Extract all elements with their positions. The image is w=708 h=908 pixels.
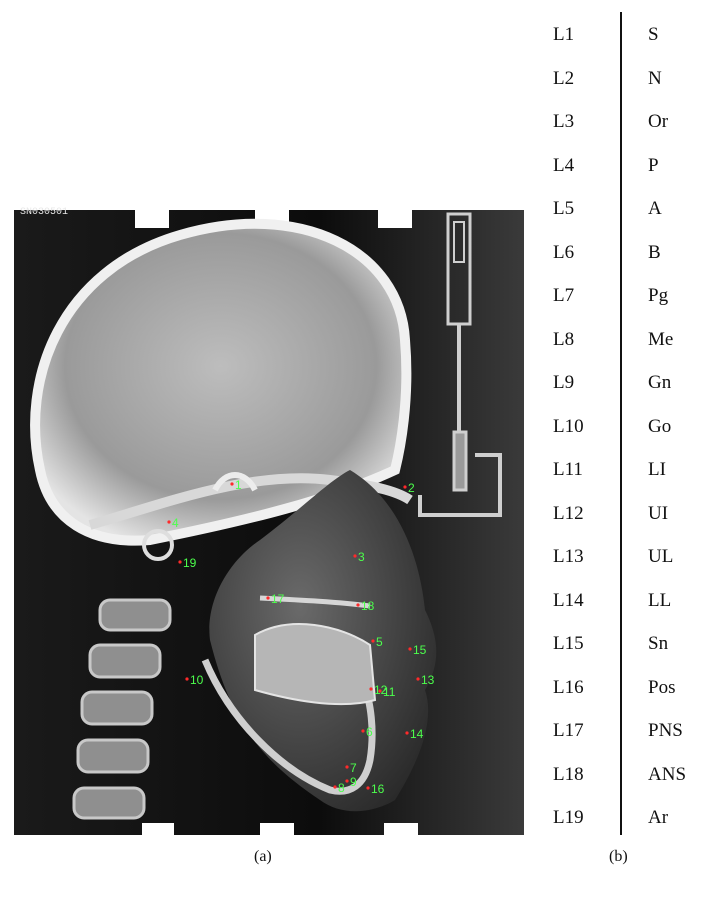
landmark-dot-go <box>185 677 189 681</box>
landmark-dot-pg <box>345 765 349 769</box>
legend-code: L15 <box>553 633 584 654</box>
legend-landmark-name: Sn <box>648 633 669 654</box>
legend-landmark-name: Pos <box>648 676 676 698</box>
legend-code: L14 <box>553 589 584 611</box>
legend-landmark-name: UL <box>648 546 674 567</box>
legend-code: L4 <box>553 154 575 176</box>
legend-divider <box>620 12 622 835</box>
landmark-dot-s <box>230 482 234 486</box>
landmark-label-p: 4 <box>172 516 179 530</box>
nasion-positioner <box>418 212 502 517</box>
legend-landmark-name: P <box>648 154 659 176</box>
landmark-label-ar: 19 <box>183 556 197 570</box>
legend-landmark-name: UI <box>648 502 669 524</box>
film-clip <box>135 208 169 228</box>
landmark-label-me: 8 <box>338 781 345 795</box>
legend-landmark-name: LL <box>648 589 672 611</box>
legend-code: L16 <box>553 676 584 698</box>
landmark-label-ll: 14 <box>410 727 424 741</box>
legend-code: L17 <box>553 720 584 741</box>
landmark-dot-ui <box>369 687 373 691</box>
film-clip <box>260 823 294 837</box>
legend-code: L9 <box>553 372 575 393</box>
legend-landmark-name: PNS <box>648 720 683 741</box>
legend-landmark-name: Me <box>648 328 674 350</box>
landmark-dot-ul <box>416 677 420 681</box>
landmark-label-ul: 13 <box>421 673 435 687</box>
landmark-label-pg: 7 <box>350 761 357 775</box>
landmark-label-gn: 9 <box>350 775 357 789</box>
legend-code: L10 <box>553 415 584 437</box>
landmark-label-pos: 16 <box>371 782 385 796</box>
landmark-dot-sn <box>408 647 412 651</box>
landmark-label-ui: 12 <box>374 683 388 697</box>
film-clip <box>378 208 412 228</box>
legend-code: L3 <box>553 111 575 132</box>
landmark-dot-p <box>167 520 171 524</box>
cranial-base <box>88 473 413 530</box>
legend-code: L1 <box>553 24 575 45</box>
landmark-dot-pos <box>366 786 370 790</box>
caption-a: (a) <box>254 848 272 865</box>
maxilla <box>259 595 371 609</box>
legend-landmark-name: A <box>648 198 662 219</box>
skull-outline <box>30 218 412 546</box>
legend-landmark-name: Or <box>648 111 669 132</box>
landmark-dot-pns <box>266 596 270 600</box>
legend-code: L5 <box>553 198 575 219</box>
landmark-label-a: 5 <box>376 635 383 649</box>
landmark-dot-me <box>333 785 337 789</box>
ear-rod <box>142 529 174 561</box>
landmark-dot-or <box>353 554 357 558</box>
landmark-dot-gn <box>345 779 349 783</box>
legend-landmark-name: Go <box>648 415 672 437</box>
legend-code: L13 <box>553 546 584 567</box>
landmark-dot-ar <box>178 560 182 564</box>
film-id-text: SN030501 <box>20 207 68 218</box>
legend-landmark-name: Pg <box>648 285 669 306</box>
legend-code: L12 <box>553 502 584 524</box>
legend-landmark-name: N <box>648 67 662 89</box>
caption-b: (b) <box>609 848 628 865</box>
legend-landmark-name: LI <box>648 459 666 480</box>
legend-landmark-name: Gn <box>648 372 672 393</box>
legend-landmark-name: S <box>648 24 659 45</box>
sella-turcica <box>212 472 258 492</box>
landmark-label-or: 3 <box>358 550 365 564</box>
film-clip <box>142 823 174 837</box>
landmark-label-pns: 17 <box>271 592 285 606</box>
mandible <box>201 658 376 795</box>
landmark-label-b: 6 <box>366 725 373 739</box>
cervical-spine <box>72 598 172 820</box>
landmark-label-ans: 18 <box>361 599 375 613</box>
landmark-dot-b <box>361 729 365 733</box>
landmark-label-sn: 15 <box>413 643 427 657</box>
legend-code: L19 <box>553 807 584 828</box>
legend-landmark-name: B <box>648 241 661 263</box>
landmark-dot-a <box>371 639 375 643</box>
legend-landmark-name: Ar <box>648 807 669 828</box>
film-clip <box>384 823 418 837</box>
landmark-dot-ll <box>405 731 409 735</box>
landmark-label-n: 2 <box>408 481 415 495</box>
legend-code: L11 <box>553 459 583 480</box>
legend-code: L7 <box>553 285 575 306</box>
landmark-label-go: 10 <box>190 673 204 687</box>
landmark-dot-ans <box>356 603 360 607</box>
landmark-dot-n <box>403 485 407 489</box>
landmark-label-li: 11 <box>383 685 396 699</box>
landmark-dot-li <box>378 689 382 693</box>
legend-landmark-name: ANS <box>648 763 687 785</box>
legend-code: L18 <box>553 763 584 785</box>
legend-code: L6 <box>553 241 575 263</box>
legend-code: L8 <box>553 328 575 350</box>
legend-code: L2 <box>553 67 575 89</box>
landmark-label-s: 1 <box>235 478 242 492</box>
dentition <box>254 623 377 706</box>
